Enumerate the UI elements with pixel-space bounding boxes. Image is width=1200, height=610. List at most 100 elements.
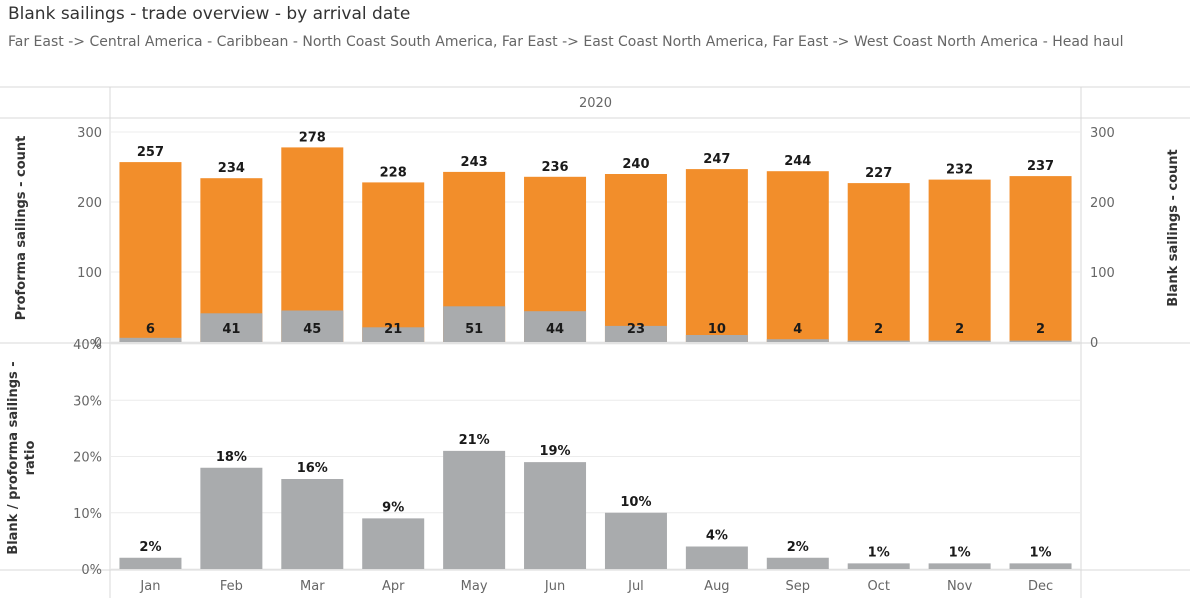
bar-blank-mar <box>281 310 344 342</box>
bar-ratio-jan <box>119 557 182 569</box>
data-label-proforma: 227 <box>865 166 892 181</box>
data-label-blank: 21 <box>384 322 402 337</box>
bar-blank-aug <box>685 335 748 342</box>
data-label-ratio: 1% <box>949 545 971 560</box>
data-label-blank: 6 <box>146 322 155 337</box>
y-tick-label-right: 200 <box>1090 196 1115 211</box>
bar-ratio-jun <box>524 462 587 569</box>
bar-blank-feb <box>200 313 263 342</box>
y-tick-label-left: 300 <box>77 126 102 141</box>
bar-blank-may <box>443 306 506 342</box>
data-label-blank: 4 <box>793 322 802 337</box>
data-label-proforma: 234 <box>218 161 245 176</box>
bar-ratio-sep <box>766 557 829 569</box>
chart-subtitle: Far East -> Central America - Caribbean … <box>8 34 1124 50</box>
data-label-blank: 10 <box>708 322 726 337</box>
chart-title: Blank sailings - trade overview - by arr… <box>8 4 411 24</box>
y-tick-label-ratio: 0% <box>81 563 102 578</box>
data-label-proforma: 236 <box>541 160 568 175</box>
data-label-proforma: 228 <box>380 165 407 180</box>
data-label-ratio: 4% <box>706 529 728 544</box>
data-label-ratio: 1% <box>1030 545 1052 560</box>
data-label-ratio: 10% <box>620 495 651 510</box>
y-axis-title-right: Blank sailings - count <box>1166 149 1181 307</box>
data-label-proforma: 237 <box>1027 159 1054 174</box>
data-label-blank: 51 <box>465 322 483 337</box>
y-tick-label-ratio: 10% <box>73 507 102 522</box>
bar-proforma-dec <box>1009 176 1072 342</box>
bar-ratio-nov <box>928 563 991 569</box>
y-tick-label-left: 200 <box>77 196 102 211</box>
data-label-proforma: 240 <box>622 157 649 172</box>
y-tick-label-left: 0 <box>94 336 102 351</box>
y-tick-label-ratio: 30% <box>73 394 102 409</box>
y-axis-title-left: Proforma sailings - count <box>14 136 29 321</box>
bar-ratio-aug <box>685 546 748 569</box>
bar-ratio-oct <box>847 563 910 569</box>
x-tick-label: Aug <box>704 579 729 594</box>
data-label-ratio: 1% <box>868 545 890 560</box>
data-label-blank: 23 <box>627 322 645 337</box>
bar-ratio-dec <box>1009 563 1072 569</box>
column-header-year: 2020 <box>579 96 612 111</box>
data-label-ratio: 2% <box>139 540 161 555</box>
y-tick-label-right: 0 <box>1090 336 1098 351</box>
data-label-ratio: 2% <box>787 540 809 555</box>
bar-ratio-feb <box>200 467 263 569</box>
bar-proforma-apr <box>362 182 425 342</box>
x-tick-label: Mar <box>300 579 325 594</box>
bar-blank-nov <box>928 340 991 342</box>
data-label-blank: 2 <box>874 322 883 337</box>
data-label-blank: 2 <box>955 322 964 337</box>
y-tick-label-left: 100 <box>77 266 102 281</box>
x-tick-label: Feb <box>220 579 243 594</box>
y-axis-title-ratio: Blank / proforma sailings - ratio <box>6 361 38 554</box>
data-label-ratio: 18% <box>216 450 247 465</box>
x-tick-label: Nov <box>947 579 973 594</box>
bar-blank-jul <box>604 325 667 342</box>
bar-blank-sep <box>766 339 829 342</box>
data-label-proforma: 244 <box>784 154 811 169</box>
x-tick-label: Dec <box>1028 579 1053 594</box>
data-label-proforma: 278 <box>299 130 326 145</box>
x-tick-label: Jan <box>139 579 160 594</box>
bar-proforma-oct <box>847 183 910 342</box>
x-tick-label: Jul <box>627 579 644 594</box>
bar-proforma-jan <box>119 162 182 342</box>
bar-ratio-apr <box>362 518 425 569</box>
data-label-blank: 2 <box>1036 322 1045 337</box>
data-label-ratio: 19% <box>539 444 570 459</box>
bar-blank-apr <box>362 327 425 342</box>
y-tick-label-ratio: 20% <box>73 451 102 466</box>
data-label-ratio: 16% <box>297 461 328 476</box>
bar-blank-jan <box>119 337 182 342</box>
bar-proforma-nov <box>928 179 991 342</box>
data-label-blank: 45 <box>303 322 321 337</box>
y-tick-label-right: 300 <box>1090 126 1115 141</box>
bar-proforma-mar <box>281 147 344 342</box>
bar-blank-jun <box>524 311 587 342</box>
bar-proforma-sep <box>766 171 829 342</box>
y-tick-label-ratio: 40% <box>73 338 102 353</box>
bar-ratio-may <box>443 450 506 569</box>
bar-ratio-mar <box>281 479 344 569</box>
data-label-proforma: 232 <box>946 163 973 178</box>
bar-proforma-jul <box>604 174 667 342</box>
data-label-proforma: 257 <box>137 145 164 160</box>
bar-blank-dec <box>1009 340 1072 342</box>
data-label-ratio: 21% <box>459 433 490 448</box>
data-label-proforma: 243 <box>461 155 488 170</box>
data-label-ratio: 9% <box>382 500 404 515</box>
bar-proforma-aug <box>685 169 748 342</box>
x-tick-label: Apr <box>382 579 405 594</box>
data-label-proforma: 247 <box>703 152 730 167</box>
x-tick-label: May <box>461 579 488 594</box>
bar-ratio-jul <box>604 512 667 569</box>
x-tick-label: Sep <box>786 579 811 594</box>
x-tick-label: Jun <box>544 579 565 594</box>
bar-blank-oct <box>847 340 910 342</box>
x-tick-label: Oct <box>867 579 889 594</box>
data-label-blank: 41 <box>222 322 240 337</box>
y-tick-label-right: 100 <box>1090 266 1115 281</box>
